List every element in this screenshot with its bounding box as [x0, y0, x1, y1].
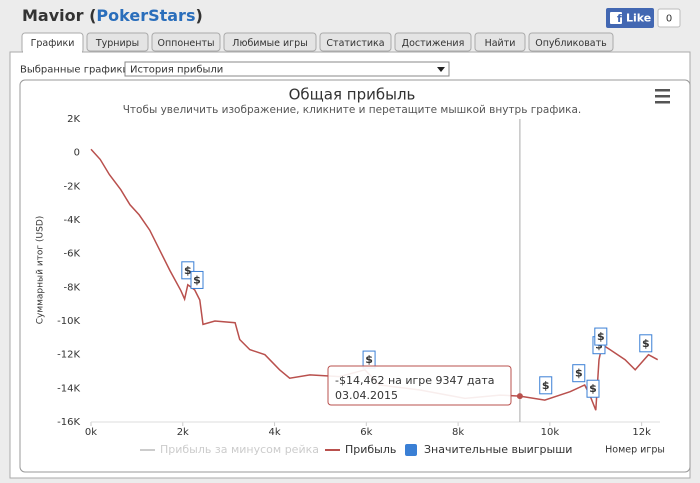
tooltip-text: -$14,462 на игре 9347 дата [335, 374, 495, 387]
tab-bar: Графики Турниры Оппоненты Любимые игры Стати… [21, 32, 614, 54]
tab-label[interactable]: Турниры [95, 38, 139, 49]
tab[interactable] [223, 32, 317, 52]
flag[interactable] [639, 334, 653, 353]
flag[interactable] [539, 376, 553, 395]
tab-label[interactable]: Статистика [326, 38, 384, 49]
page-title: Mavior (PokerStars) [22, 6, 203, 25]
flag-label: $ [575, 367, 583, 380]
y-axis-label: Суммарный итог (USD) [36, 216, 46, 325]
svg-text:f: f [617, 12, 622, 25]
tooltip-point [516, 393, 523, 400]
tab-label[interactable]: Опубликовать [535, 38, 607, 49]
tab[interactable] [86, 32, 149, 52]
tab[interactable] [474, 32, 526, 52]
site-link[interactable]: PokerStars [96, 6, 195, 25]
like-label[interactable]: Like [626, 12, 651, 25]
y-tick-label: -14K [57, 383, 80, 394]
flag-label: $ [193, 273, 201, 286]
tab-label[interactable]: Найти [485, 38, 516, 49]
menu-button[interactable] [655, 89, 670, 104]
like-count: 0 [666, 14, 672, 25]
flag[interactable] [594, 327, 608, 346]
like-button[interactable]: f Like [606, 8, 654, 28]
flag-label: $ [597, 330, 605, 343]
flag-label: $ [365, 353, 373, 366]
legend-swatch[interactable] [405, 444, 417, 456]
selector-label: Выбранные графики: [20, 65, 132, 76]
y-tick-label: -6K [63, 249, 80, 260]
x-tick-label: 10k [541, 427, 560, 438]
legend-label[interactable]: Прибыль за минусом рейка [160, 443, 319, 456]
y-tick-label: -12K [57, 350, 80, 361]
tab[interactable] [319, 32, 392, 52]
tab-label[interactable]: Достижения [402, 38, 465, 49]
y-tick-label: 2K [67, 114, 80, 125]
legend-label[interactable]: Значительные выигрыши [424, 443, 572, 456]
x-tick-label: 0k [85, 427, 97, 438]
tab-label[interactable]: Любимые игры [232, 38, 307, 49]
x-tick-label: 8k [452, 427, 464, 438]
profit-line [90, 148, 659, 411]
chart-select[interactable]: История прибыли [124, 61, 450, 77]
legend-label[interactable]: Прибыль [345, 443, 396, 456]
flag-label: $ [184, 264, 192, 277]
x-axis-label: Номер игры [605, 445, 665, 456]
active-tab-cover [23, 50, 82, 54]
player-name: Mavior ( [22, 6, 96, 25]
flag[interactable] [572, 364, 586, 383]
flag-label: $ [542, 379, 550, 392]
y-tick-label: -4K [63, 215, 80, 226]
chart-title: Общая прибыль [289, 86, 416, 104]
x-tick-label: 2k [177, 427, 189, 438]
chart-subtitle: Чтобы увеличить изображение, кликните и … [123, 104, 582, 116]
y-tick-label: -10K [57, 316, 80, 327]
tooltip-text: 03.04.2015 [335, 389, 398, 402]
tooltip-box [327, 365, 512, 406]
chart-frame [19, 79, 691, 473]
x-tick-label: 6k [360, 427, 372, 438]
title-suffix: ) [195, 6, 202, 25]
tab[interactable] [394, 32, 472, 52]
tab-label[interactable]: Оппоненты [157, 38, 214, 49]
flag-label: $ [589, 382, 597, 395]
flag[interactable] [586, 379, 600, 398]
tab[interactable] [151, 32, 221, 52]
y-tick-label: -16K [57, 417, 80, 428]
x-tick-label: 12k [632, 427, 651, 438]
x-tick-label: 4k [268, 427, 280, 438]
flag[interactable] [190, 270, 204, 289]
select-value[interactable]: История прибыли [130, 65, 223, 76]
y-tick-label: -2K [63, 181, 80, 192]
like-count-box [657, 8, 681, 28]
flag-label: $ [642, 337, 650, 350]
y-tick-label: 0 [74, 148, 80, 159]
tab[interactable] [528, 32, 614, 52]
y-tick-label: -8K [63, 282, 80, 293]
tab-label[interactable]: Графики [31, 38, 75, 49]
